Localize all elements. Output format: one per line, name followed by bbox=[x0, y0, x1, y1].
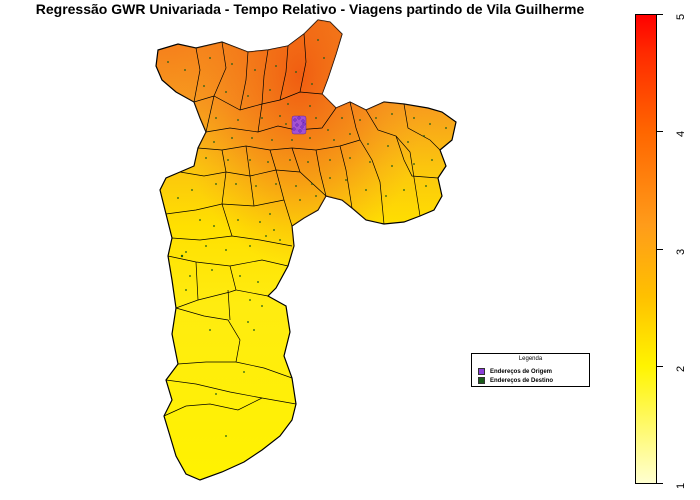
legend-title: Legenda bbox=[518, 356, 543, 362]
tick-mark-4 bbox=[657, 131, 663, 132]
district-boundaries bbox=[163, 33, 441, 417]
legend-destination-label: Endereços de Destino bbox=[490, 377, 554, 384]
destination-swatch-icon bbox=[478, 377, 485, 384]
tick-label-1: 1 bbox=[675, 482, 687, 489]
legend-item-origin: Endereços de Origem bbox=[478, 368, 552, 375]
tick-label-4: 4 bbox=[675, 130, 687, 137]
legend: Legenda Endereços de Origem Endereços de… bbox=[471, 353, 590, 387]
color-scale-bar bbox=[635, 14, 657, 484]
legend-item-destination: Endereços de Destino bbox=[478, 377, 553, 384]
destination-points bbox=[167, 39, 447, 437]
tick-mark-5 bbox=[657, 14, 663, 15]
tick-label-3: 3 bbox=[675, 248, 687, 255]
tick-mark-3 bbox=[657, 249, 663, 250]
tick-mark-1 bbox=[657, 483, 663, 484]
tick-label-5: 5 bbox=[675, 13, 687, 20]
tick-label-2: 2 bbox=[675, 365, 687, 372]
tick-mark-2 bbox=[657, 366, 663, 367]
city-map bbox=[155, 19, 457, 481]
origin-points bbox=[291, 115, 307, 135]
origin-swatch-icon bbox=[478, 368, 485, 375]
map-title: Regressão GWR Univariada - Tempo Relativ… bbox=[35, 1, 585, 17]
legend-origin-label: Endereços de Origem bbox=[490, 368, 553, 375]
